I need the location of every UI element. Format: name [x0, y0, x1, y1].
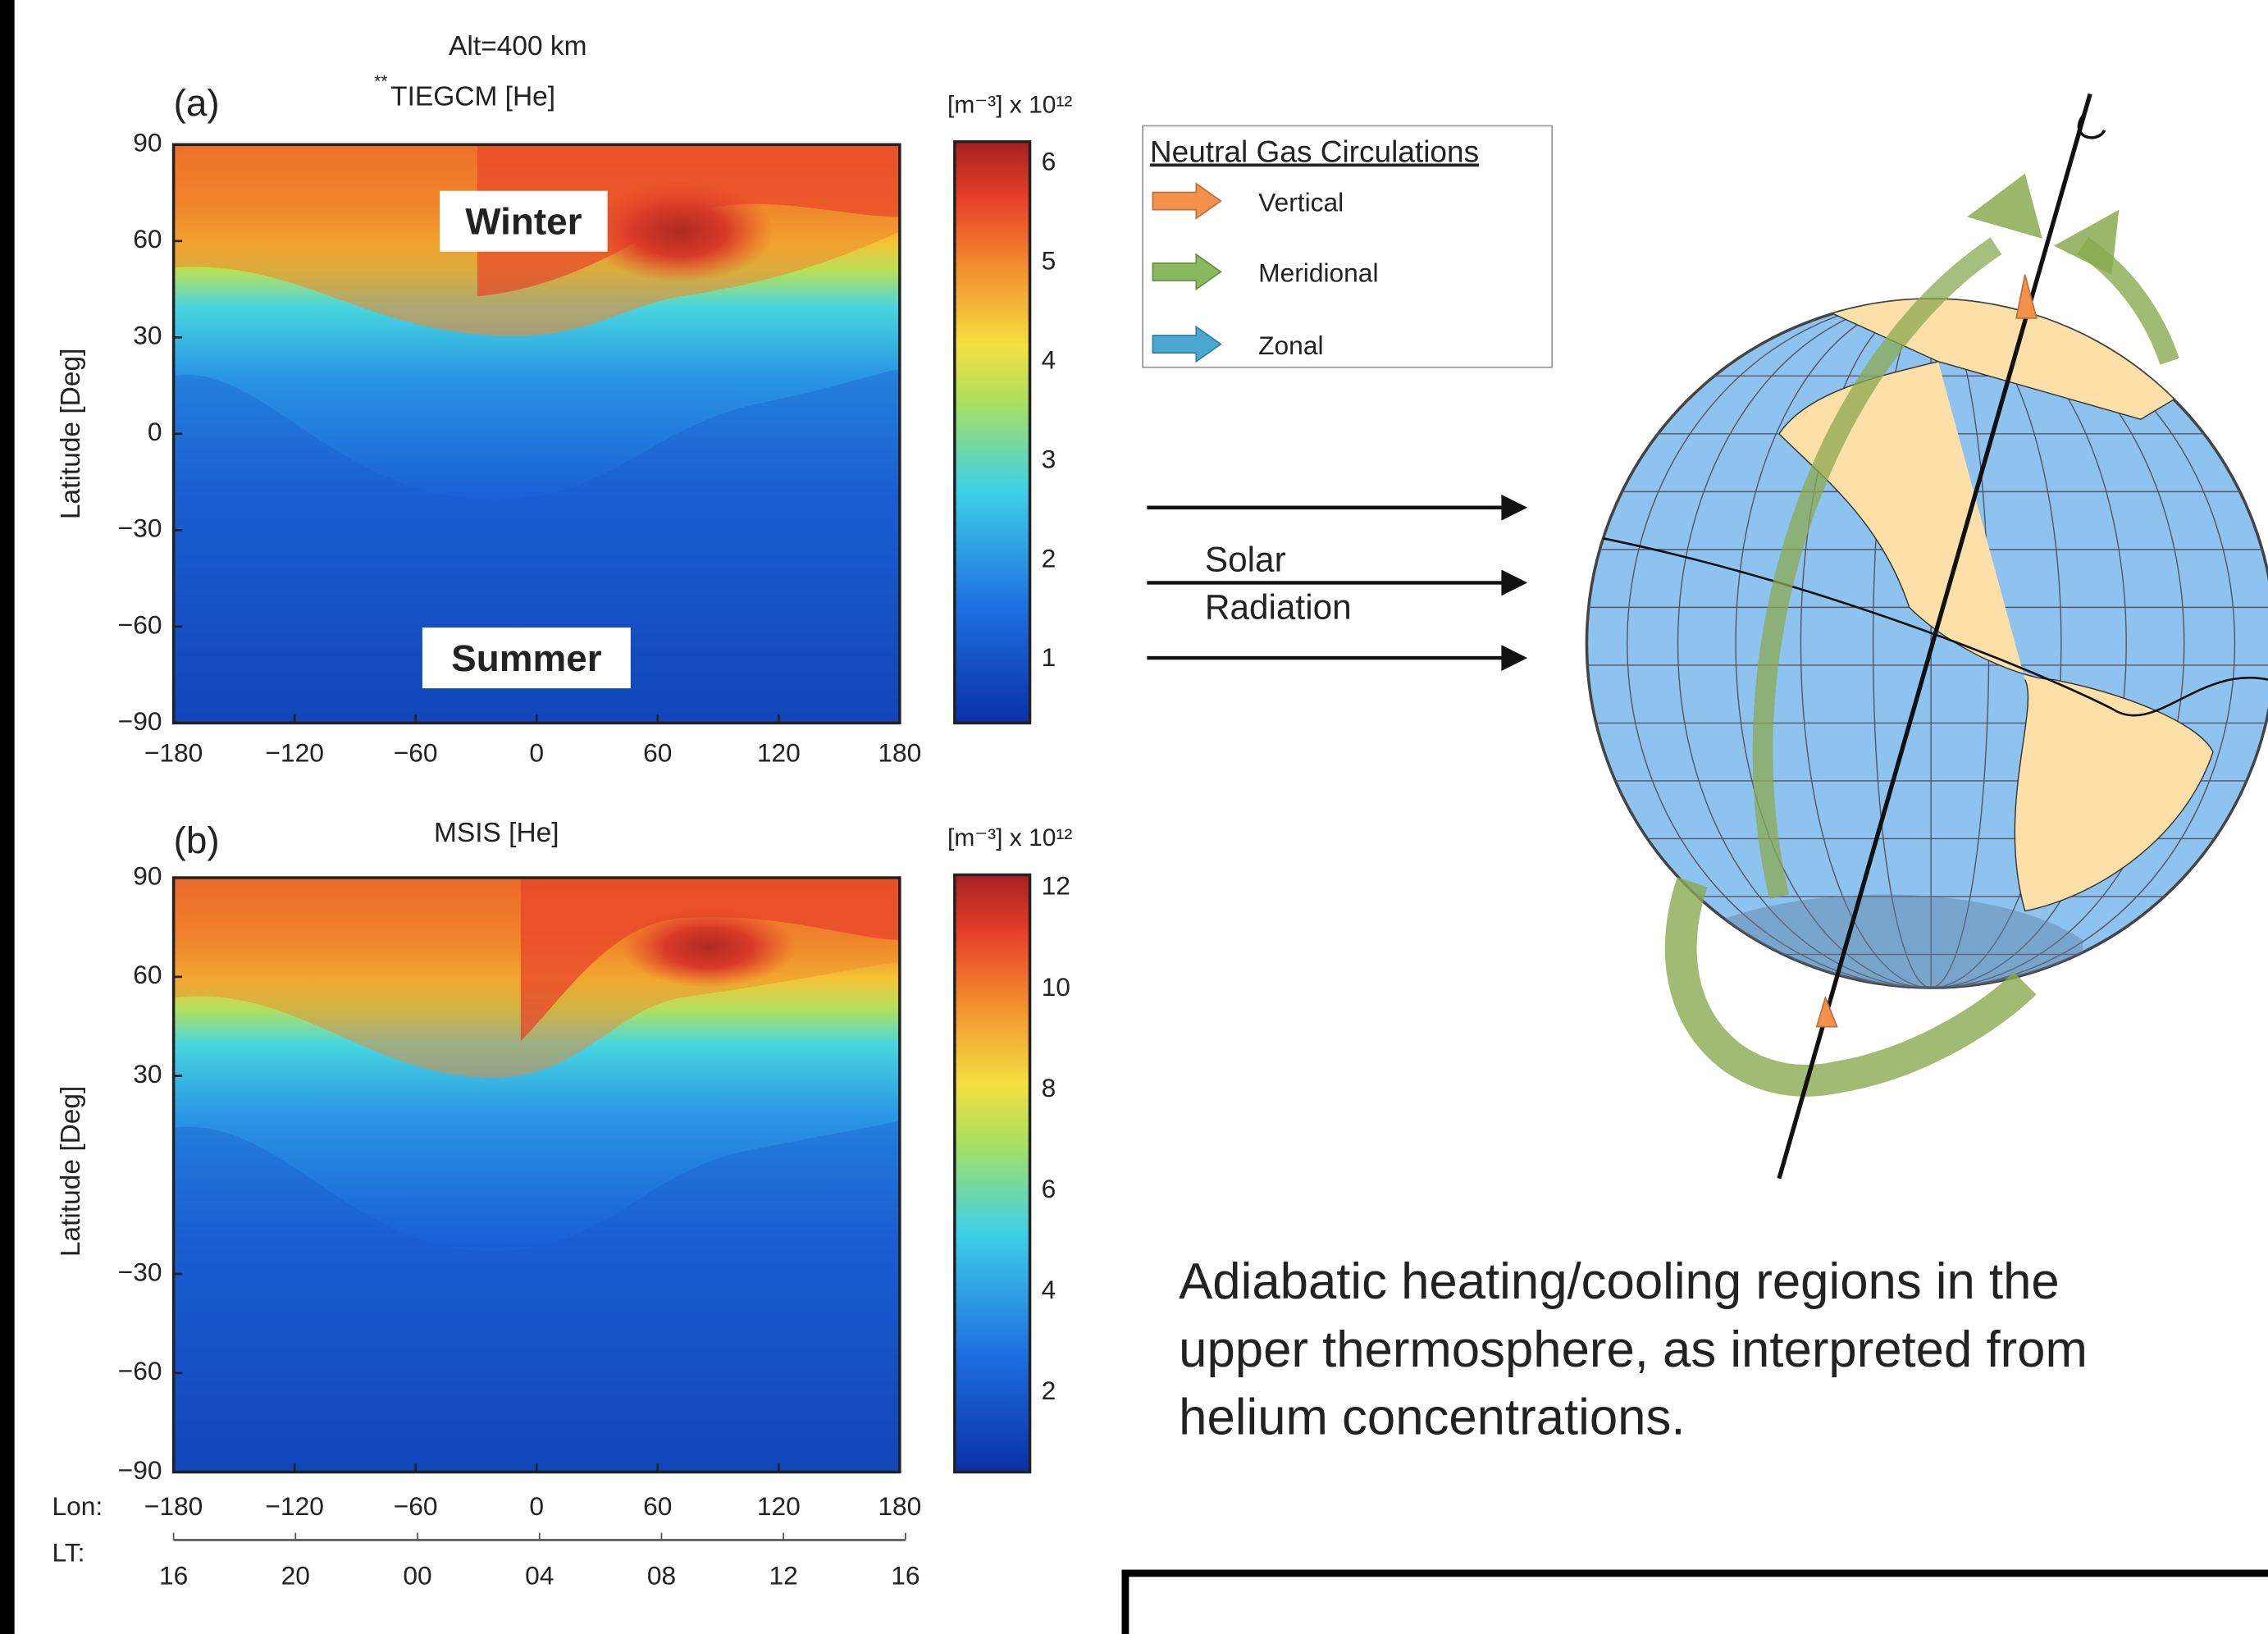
legend-item: Meridional: [1258, 258, 1378, 288]
legend-icon: [1152, 325, 1222, 363]
colorbar-tick-label: 3: [1042, 444, 1056, 473]
altitude: Alt=400 km: [449, 31, 586, 62]
colorbar-tick-label: 5: [1042, 246, 1056, 276]
y-tick-label: −60: [118, 1356, 162, 1385]
y-tick-label: 60: [133, 224, 162, 253]
y-tick-label: 0: [148, 417, 162, 446]
annotation-box: [440, 190, 608, 252]
marker: **: [374, 72, 387, 91]
heatmap-b: [173, 878, 900, 1472]
left-bar: [0, 0, 15, 1634]
colorbar: [953, 873, 1032, 1474]
caption: upper thermosphere, as interpreted from: [1179, 1321, 2088, 1378]
colorbar-tick-label: 1: [1042, 642, 1056, 672]
bottom-box: [1121, 1569, 2268, 1634]
colorbar-tick-label: 4: [1042, 1275, 1056, 1304]
y-axis-label: Latitude [Deg]: [56, 1086, 86, 1257]
x-tick-label: −120: [265, 738, 323, 768]
solar-label: Solar: [1205, 540, 1286, 578]
y-tick-label: −60: [118, 609, 162, 639]
lt-tick-label: 16: [159, 1561, 188, 1591]
y-tick-label: −30: [118, 1257, 162, 1286]
lt-tick-label: 12: [769, 1561, 798, 1591]
x-tick-label: 180: [878, 738, 921, 768]
x-tick-label: 0: [529, 1491, 544, 1521]
colorbar: [953, 139, 1032, 725]
legend: [1142, 125, 1554, 368]
y-axis-label: Latitude [Deg]: [56, 349, 86, 519]
y-tick-label: 60: [133, 960, 162, 989]
legend-item: Zonal: [1258, 331, 1323, 360]
y-tick-label: 30: [133, 1059, 162, 1089]
lt-tick-label: 20: [281, 1561, 310, 1591]
panel-title: MSIS [He]: [434, 818, 559, 848]
annotation: Summer: [451, 637, 602, 679]
lt-label: LT:: [52, 1537, 84, 1567]
colorbar-tick-label: 6: [1042, 1174, 1056, 1203]
legend-title: Neutral Gas Circulations: [1150, 134, 1479, 168]
x-tick-label: 120: [757, 1491, 801, 1521]
x-tick-label: 0: [529, 738, 544, 768]
panel-title: TIEGCM [He]: [390, 82, 555, 112]
annotation-box: [422, 628, 631, 689]
colorbar-tick-label: 4: [1042, 345, 1056, 374]
x-tick-label: −180: [144, 1491, 203, 1521]
panel-label: (a): [174, 82, 220, 124]
globe: [1585, 93, 2268, 1180]
y-tick-label: 90: [133, 860, 162, 890]
colorbar-tick-label: 8: [1042, 1073, 1056, 1102]
caption: Adiabatic heating/cooling regions in the: [1179, 1253, 2060, 1310]
lt-tick-label: 00: [403, 1561, 431, 1591]
colorbar-tick-label: 2: [1042, 1376, 1056, 1405]
lt-tick-label: 16: [891, 1561, 920, 1591]
solar-arrows: [1147, 494, 1528, 671]
colorbar-unit: [m⁻³] x 10¹²: [947, 92, 1072, 119]
x-tick-label: −180: [144, 738, 203, 768]
x-prefix: Lon:: [52, 1491, 103, 1521]
x-tick-label: 60: [643, 1491, 672, 1521]
y-tick-label: −30: [118, 513, 162, 543]
colorbar-tick-label: 12: [1042, 871, 1070, 901]
colorbar-tick-label: 2: [1042, 543, 1056, 573]
y-tick-label: −90: [118, 706, 162, 736]
panel-label: (b): [174, 819, 220, 861]
lt-tick-label: 04: [525, 1561, 554, 1591]
colorbar-tick-label: 6: [1042, 147, 1056, 176]
x-tick-label: 60: [643, 738, 672, 768]
colorbar-unit: [m⁻³] x 10¹²: [947, 824, 1072, 851]
x-tick-label: −60: [394, 738, 438, 768]
legend-icon: [1152, 253, 1222, 291]
legend-item: Vertical: [1258, 187, 1344, 217]
y-tick-label: 30: [133, 321, 162, 350]
x-tick-label: −120: [265, 1491, 323, 1521]
y-tick-label: 90: [133, 128, 162, 157]
y-tick-label: −90: [118, 1455, 162, 1485]
x-tick-label: 120: [757, 738, 801, 768]
colorbar-tick-label: 10: [1042, 972, 1070, 1002]
annotation: Winter: [465, 201, 582, 243]
x-tick-label: −60: [394, 1491, 438, 1521]
legend-icon: [1152, 182, 1222, 220]
solar-label: Radiation: [1205, 587, 1352, 626]
x-tick-label: 180: [878, 1491, 921, 1521]
caption: helium concentrations.: [1179, 1390, 1685, 1446]
lt-tick-label: 08: [647, 1561, 676, 1591]
